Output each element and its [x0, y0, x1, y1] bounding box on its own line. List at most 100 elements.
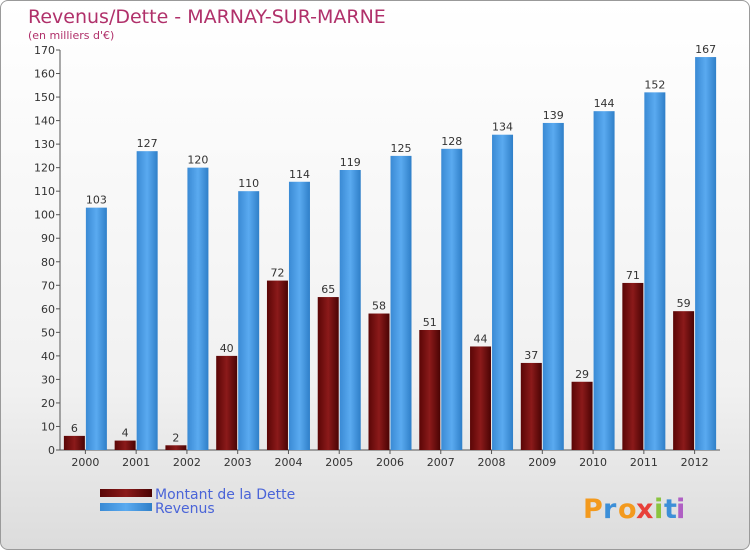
data-label-revenus: 167	[695, 43, 716, 56]
bars: 6 103 4 127 2 120 40 110 72 114 65 119 58 125 51 128 44 1…	[63, 43, 717, 451]
data-label-dette: 44	[474, 332, 488, 345]
bar-revenus	[238, 191, 260, 451]
data-label-revenus: 114	[289, 168, 310, 181]
data-label-revenus: 134	[492, 121, 513, 134]
logo-letter: r	[603, 494, 617, 525]
bar-revenus	[593, 111, 615, 451]
data-label-revenus: 127	[137, 137, 158, 150]
data-label-dette: 71	[626, 269, 640, 282]
bar-revenus	[695, 57, 717, 450]
x-tick-label: 2002	[173, 456, 201, 469]
bar-dette	[216, 355, 238, 450]
data-label-dette: 4	[122, 427, 129, 440]
logo-letter: i	[676, 494, 685, 525]
x-tick-label: 2007	[427, 456, 455, 469]
data-label-dette: 51	[423, 316, 437, 329]
y-tick-label: 130	[34, 138, 55, 151]
data-label-revenus: 120	[187, 154, 208, 167]
y-tick-label: 70	[41, 279, 55, 292]
y-tick-label: 30	[41, 373, 55, 386]
bar-dette	[470, 346, 492, 450]
y-tick-label: 50	[41, 326, 55, 339]
x-tick-label: 2003	[224, 456, 252, 469]
data-label-revenus: 128	[441, 135, 462, 148]
bar-dette	[266, 280, 288, 450]
x-tick-label: 2008	[478, 456, 506, 469]
data-label-dette: 29	[575, 368, 589, 381]
y-tick-label: 100	[34, 209, 55, 222]
bar-revenus	[85, 207, 107, 450]
bar-revenus	[441, 148, 463, 450]
data-label-revenus: 152	[644, 78, 665, 91]
legend-label-revenus: Revenus	[155, 501, 215, 517]
data-label-dette: 2	[172, 431, 179, 444]
bar-revenus	[542, 122, 564, 451]
y-tick-label: 90	[41, 232, 55, 245]
logo-letter: t	[664, 494, 677, 525]
y-tick-label: 110	[34, 185, 55, 198]
data-label-dette: 59	[677, 297, 691, 310]
bar-dette	[114, 440, 136, 450]
legend-swatch-revenus	[100, 503, 152, 511]
legend: Montant de la Dette Revenus	[100, 487, 295, 517]
data-label-revenus: 144	[594, 97, 615, 110]
x-tick-label: 2009	[528, 456, 556, 469]
bar-dette	[419, 330, 441, 450]
chart-title: Revenus/Dette - MARNAY-SUR-MARNE	[28, 6, 386, 28]
data-label-dette: 65	[321, 283, 335, 296]
bar-revenus	[390, 155, 412, 450]
data-label-revenus: 119	[340, 156, 361, 169]
y-tick-label: 160	[34, 68, 55, 81]
bar-dette	[165, 445, 187, 450]
bar-revenus	[339, 170, 361, 450]
y-tick-label: 150	[34, 91, 55, 104]
data-label-revenus: 110	[238, 177, 259, 190]
data-label-dette: 72	[270, 267, 284, 280]
bar-dette	[63, 435, 85, 450]
bar-dette	[571, 381, 593, 450]
legend-label-debt: Montant de la Dette	[155, 487, 295, 503]
logo-letter: P	[583, 494, 603, 525]
y-tick-label: 80	[41, 256, 55, 269]
y-tick-label: 60	[41, 303, 55, 316]
x-tick-label: 2000	[71, 456, 99, 469]
data-label-dette: 40	[220, 342, 234, 355]
bar-revenus	[288, 181, 310, 450]
logo-letter: x	[636, 494, 653, 525]
bar-revenus	[492, 134, 514, 451]
legend-swatch-debt	[100, 489, 152, 497]
y-tick-label: 10	[41, 420, 55, 433]
bar-dette	[317, 297, 339, 450]
x-tick-label: 2006	[376, 456, 404, 469]
y-tick-label: 120	[34, 162, 55, 175]
data-label-revenus: 139	[543, 109, 564, 122]
y-tick-label: 170	[34, 44, 55, 57]
bar-dette	[673, 311, 695, 450]
logo-letter: o	[618, 494, 637, 525]
data-label-dette: 58	[372, 300, 386, 313]
logo-letter: i	[654, 494, 663, 525]
x-tick-label: 2001	[122, 456, 150, 469]
y-tick-label: 40	[41, 350, 55, 363]
bar-dette	[520, 362, 542, 450]
x-tick-label: 2005	[325, 456, 353, 469]
y-tick-label: 20	[41, 397, 55, 410]
bar-revenus	[187, 167, 209, 450]
data-label-revenus: 125	[391, 142, 412, 155]
data-label-dette: 37	[524, 349, 538, 362]
chart-subtitle: (en milliers d'€)	[28, 29, 114, 42]
data-label-dette: 6	[71, 422, 78, 435]
bar-dette	[368, 313, 390, 450]
bar-revenus	[136, 151, 158, 451]
data-label-revenus: 103	[86, 194, 107, 207]
bar-dette	[622, 282, 644, 450]
bar-revenus	[644, 92, 666, 451]
y-tick-label: 0	[48, 444, 55, 457]
x-tick-label: 2004	[274, 456, 302, 469]
x-tick-label: 2011	[630, 456, 658, 469]
x-tick-label: 2012	[681, 456, 709, 469]
x-tick-label: 2010	[579, 456, 607, 469]
